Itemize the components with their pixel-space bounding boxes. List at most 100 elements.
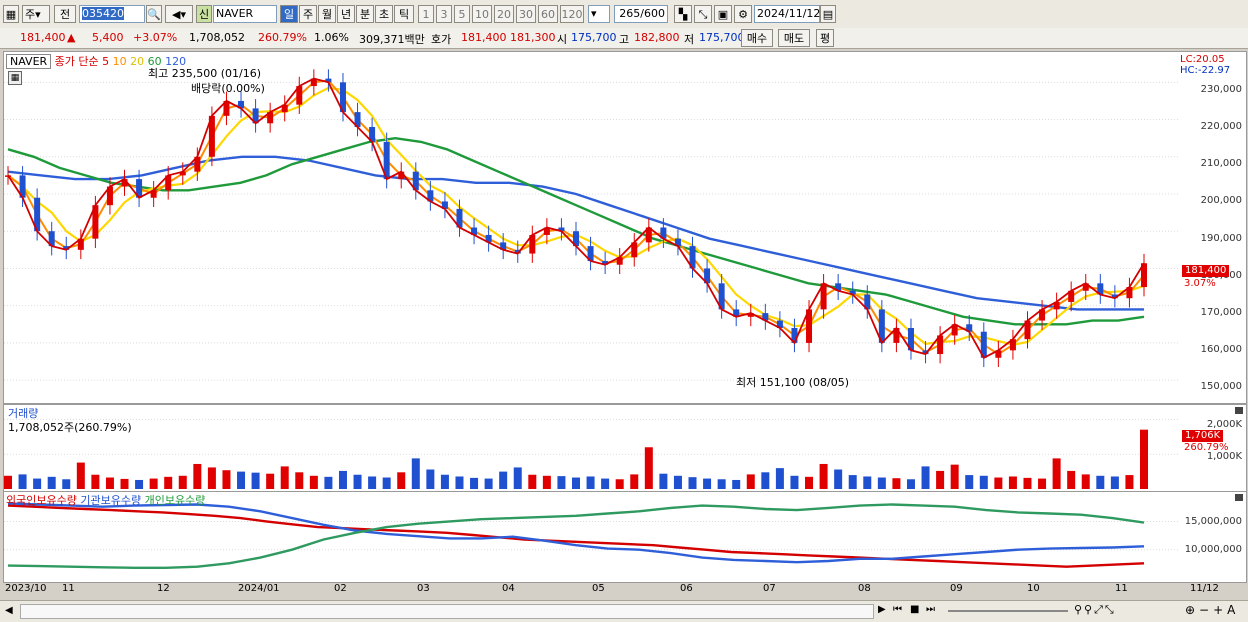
candle-body — [616, 257, 623, 265]
num-60-button[interactable]: 60 — [538, 5, 558, 23]
close-panel-icon[interactable] — [1235, 494, 1243, 501]
open-price: 175,700 — [571, 31, 617, 44]
scroll-right-icon[interactable]: ▶ — [878, 604, 886, 615]
tab-month[interactable]: 월 — [318, 5, 336, 23]
credit-button[interactable]: 신 — [196, 5, 212, 23]
tool-icons[interactable]: ⚲⚲⤢⤡ — [1074, 603, 1116, 616]
candle-body — [864, 294, 871, 310]
draw-tool-icon[interactable]: ⤡ — [694, 5, 712, 23]
num-5-button[interactable]: 5 — [454, 5, 470, 23]
low-annotation: 최저 151,100 (08/05) — [736, 376, 850, 389]
volume-bar — [368, 476, 377, 489]
zoom-slider[interactable] — [948, 610, 1068, 612]
candle-body — [514, 249, 521, 254]
change-percent: +3.07% — [133, 31, 178, 44]
num-3-button[interactable]: 3 — [436, 5, 452, 23]
scroll-track[interactable] — [20, 604, 874, 619]
candle-body — [383, 141, 390, 180]
search-icon[interactable]: 🔍 — [146, 5, 162, 23]
hoga-bid: 181,300 — [510, 31, 556, 44]
tab-minute[interactable]: 분 — [356, 5, 374, 23]
tab-day[interactable]: 일 — [280, 5, 298, 23]
candle-body — [456, 208, 463, 228]
settings-grid-icon[interactable]: ▚ — [674, 5, 692, 23]
custom-number-select[interactable]: ▾ — [588, 5, 610, 23]
candle-body — [995, 350, 1002, 358]
stop-icon[interactable]: ■ — [910, 604, 920, 615]
period-select[interactable]: 주▾ — [22, 5, 50, 23]
volume-bar — [62, 479, 71, 489]
eval-button[interactable]: 평 — [816, 29, 834, 47]
x-label: 07 — [763, 583, 776, 594]
candle-body — [1082, 283, 1089, 291]
speaker-icon[interactable]: ◀▾ — [165, 5, 193, 23]
volume-bar — [1125, 475, 1134, 489]
scroll-bar: ◀ ▶ ⏮ ■ ⏭ ⚲⚲⤢⤡ ⊕−+A — [0, 600, 1248, 622]
num-10-button[interactable]: 10 — [472, 5, 492, 23]
candle-body — [631, 242, 638, 258]
volume-panel[interactable] — [3, 404, 1179, 492]
candle-body — [543, 227, 550, 235]
display-count[interactable]: 265/600 — [614, 5, 668, 23]
volume-tick: 2,000K — [1206, 419, 1242, 430]
stock-name-field[interactable]: NAVER — [213, 5, 277, 23]
candle-body — [1053, 301, 1060, 310]
volume-bar — [324, 476, 333, 489]
chart-menu-icon[interactable]: ▦ — [3, 5, 19, 23]
x-label: 05 — [592, 583, 605, 594]
tab-week[interactable]: 주 — [299, 5, 317, 23]
buy-button[interactable]: 매수 — [741, 29, 773, 47]
scroll-left-icon[interactable]: ◀ — [5, 605, 13, 616]
last-page-icon[interactable]: ⏭ — [926, 604, 935, 615]
first-page-icon[interactable]: ⏮ — [893, 604, 902, 615]
stock-code-input[interactable]: 035420 — [79, 5, 145, 23]
volume-bar — [673, 475, 682, 489]
candle-body — [485, 234, 492, 243]
candle-body — [573, 231, 579, 247]
x-label: 04 — [502, 583, 515, 594]
volume-bar — [76, 462, 85, 489]
candle-body — [194, 156, 201, 172]
candle-body — [208, 115, 215, 157]
tab-tick[interactable]: 틱 — [394, 5, 414, 23]
candle-body — [1141, 263, 1147, 288]
price-chart-svg — [4, 69, 1178, 381]
toolbar: ▦ 주▾ 전 035420 🔍 ◀▾ 신 NAVER 일 주 월 년 분 초 틱… — [0, 0, 1248, 29]
ma60-line — [7, 136, 1145, 326]
tab-second[interactable]: 초 — [375, 5, 393, 23]
sell-button[interactable]: 매도 — [778, 29, 810, 47]
save-icon[interactable]: ▣ — [714, 5, 732, 23]
zoom-controls[interactable]: ⊕−+A — [1185, 603, 1240, 617]
close-panel-icon[interactable] — [1235, 407, 1243, 414]
grid-toggle-icon[interactable]: ▦ — [8, 71, 22, 85]
indiv-legend: 개인보유수량 — [144, 494, 206, 507]
candle-body — [602, 261, 609, 265]
num-1-button[interactable]: 1 — [418, 5, 434, 23]
candle-body — [398, 171, 405, 180]
candle-body — [1009, 339, 1016, 351]
volume-bar — [484, 478, 493, 489]
tab-year[interactable]: 년 — [337, 5, 355, 23]
volume-bar — [834, 469, 843, 489]
candle-body — [136, 179, 143, 198]
calendar-icon[interactable]: ▤ — [820, 5, 836, 23]
volume-title: 거래량 — [8, 407, 39, 420]
volume-bar — [18, 474, 27, 489]
prev-button[interactable]: 전 — [54, 5, 76, 23]
volume-bar — [819, 463, 828, 489]
candle-body — [150, 190, 157, 198]
candle-body — [369, 127, 376, 142]
candle-body — [645, 227, 652, 243]
volume-bar — [309, 475, 318, 489]
candle-body — [34, 197, 41, 232]
date-input[interactable]: 2024/11/12 — [754, 5, 820, 23]
num-120-button[interactable]: 120 — [560, 5, 584, 23]
gear-icon[interactable]: ⚙ — [734, 5, 752, 23]
holdings-panel[interactable] — [3, 491, 1179, 583]
num-20-button[interactable]: 20 — [494, 5, 514, 23]
volume-bar — [1081, 474, 1090, 489]
volume-bar — [1096, 475, 1105, 489]
price-chart-panel[interactable] — [3, 51, 1179, 404]
volume-bar — [528, 474, 537, 489]
num-30-button[interactable]: 30 — [516, 5, 536, 23]
